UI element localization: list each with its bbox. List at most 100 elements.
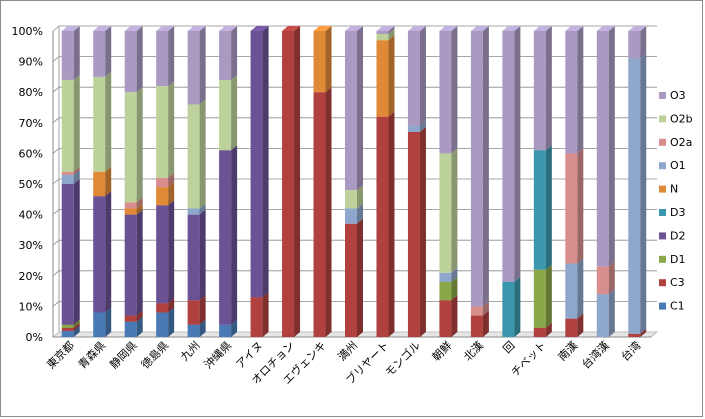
bar-segment-top — [533, 26, 552, 31]
bar-segment — [345, 26, 363, 191]
bar-segment-front — [439, 153, 452, 273]
bar-segment-side — [136, 310, 143, 322]
bar-segment-front — [565, 31, 578, 154]
bar-segment-top — [313, 26, 332, 31]
bar-segment-side — [168, 81, 175, 178]
bar-segment-side — [262, 292, 269, 337]
bar-segment-side — [199, 99, 206, 209]
bar-segment — [439, 26, 458, 154]
legend-swatch — [659, 115, 666, 123]
x-tick-label: 台湾 — [618, 338, 643, 363]
bar-segment-side — [357, 26, 363, 191]
bar-segment-side — [482, 26, 489, 307]
y-tick-label: 50% — [19, 178, 43, 191]
bar-segment-front — [439, 300, 452, 337]
y-tick-label: 100% — [12, 25, 43, 38]
x-tick-label: チベット — [509, 339, 549, 379]
bar-segment — [376, 35, 395, 117]
bar-segment-side — [168, 200, 175, 304]
bar-segment-side — [577, 313, 584, 337]
bar-segment-side — [199, 319, 206, 337]
bar-segment-front — [61, 31, 74, 80]
bar-segment-front — [470, 31, 483, 307]
legend-label: C3 — [670, 276, 685, 289]
legend-swatch — [659, 279, 666, 287]
bar-segment-front — [124, 321, 137, 337]
bar-segment-side — [640, 328, 647, 337]
bar-segment — [313, 87, 332, 337]
bar-segment-front — [187, 208, 200, 215]
bar-segment-side — [451, 295, 458, 337]
bar-segment-side — [136, 316, 143, 337]
bar-segment-side — [388, 35, 395, 117]
bar-segment-front — [250, 31, 263, 298]
bar-segment-side — [231, 26, 238, 80]
bar-segment — [219, 26, 238, 80]
bar-segment-front — [439, 31, 452, 154]
bar-segment — [219, 145, 238, 325]
bar-segment-front — [156, 177, 169, 188]
bar-segment-front — [470, 306, 483, 316]
bar-segment — [93, 71, 112, 172]
bar-segment-front — [628, 58, 641, 334]
bar-segment-side — [388, 29, 395, 41]
bar-segment-side — [168, 182, 175, 206]
bar-segment — [187, 99, 206, 209]
bar-segment — [156, 200, 175, 304]
bar-segment-side — [451, 148, 458, 273]
x-tick-label: 北漢 — [461, 339, 486, 364]
bar-segment-front — [124, 92, 137, 203]
bar-segment-front — [345, 190, 357, 209]
bar-segment — [187, 209, 206, 301]
bar-segment-front — [376, 31, 389, 35]
bar-segment — [565, 26, 584, 154]
bar-segment-side — [482, 310, 489, 337]
bar-segment-side — [199, 295, 206, 325]
bar-segment-side — [136, 26, 143, 93]
bar-segment-side — [105, 307, 112, 337]
bar-segment-side — [419, 26, 426, 126]
x-tick-label: 静岡県 — [107, 338, 140, 371]
bar-segment — [565, 148, 584, 264]
bar-segment — [124, 209, 143, 316]
bar-segment-front — [124, 208, 137, 215]
bar-segment — [156, 81, 175, 178]
bar-segment-front — [596, 31, 609, 267]
x-tick-label: 満州 — [335, 339, 360, 364]
bar-segment — [282, 26, 301, 337]
bar-segment-side — [451, 267, 458, 282]
y-tick-label: 40% — [19, 209, 43, 222]
y-tick-label: 20% — [19, 270, 43, 283]
bar-segment-front — [156, 303, 169, 313]
bar-segment-front — [61, 174, 74, 184]
bar-segment-front — [502, 281, 515, 337]
bar-segment-side — [640, 26, 647, 59]
bar-segment-side — [168, 26, 175, 87]
bar-segment-side — [73, 179, 80, 325]
bar-segment-side — [73, 166, 80, 175]
bar-segment-side — [136, 87, 143, 203]
bar-segment-side — [199, 203, 206, 215]
y-tick-label: 60% — [19, 147, 43, 160]
bar-segment-side — [482, 301, 489, 316]
bar-segment-front — [156, 312, 169, 337]
bar-segment — [502, 26, 521, 282]
bar-segment-front — [187, 300, 200, 325]
legend-label: O2b — [670, 112, 693, 125]
legend-label: O1 — [670, 159, 686, 172]
bar-segment-side — [168, 307, 175, 337]
legend-swatch — [659, 92, 666, 99]
bar-segment-side — [545, 145, 552, 270]
bar-segment — [61, 179, 80, 325]
bar-segment-top — [93, 26, 112, 31]
x-tick-label: 九州 — [178, 339, 203, 364]
bar-segment-side — [136, 209, 143, 316]
bar-segment-side — [73, 319, 80, 328]
bar-segment — [533, 264, 552, 328]
legend-label: C1 — [670, 300, 685, 313]
legend-swatch — [659, 232, 666, 240]
bar-segment — [376, 26, 395, 35]
bar-segment-top — [439, 26, 458, 31]
bar-segment-front — [565, 263, 578, 319]
